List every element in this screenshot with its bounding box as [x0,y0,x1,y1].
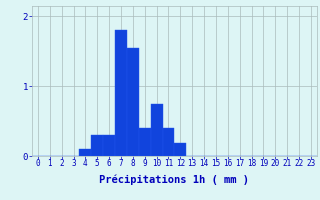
Bar [91,135,103,156]
Bar [115,30,127,156]
Bar [79,149,91,156]
Bar [163,128,174,156]
X-axis label: Précipitations 1h ( mm ): Précipitations 1h ( mm ) [100,174,249,185]
Bar [174,143,186,156]
Bar [151,104,163,156]
Bar [103,135,115,156]
Bar [127,48,139,156]
Bar [139,128,151,156]
